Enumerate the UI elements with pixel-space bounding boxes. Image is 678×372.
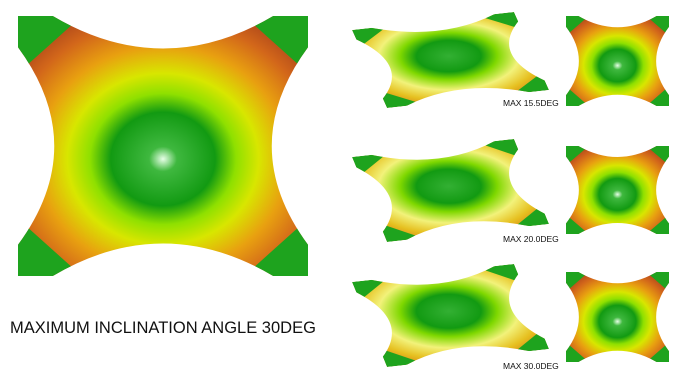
- perspective-surface: [352, 12, 549, 108]
- caption: MAXIMUM INCLINATION ANGLE 30DEG: [10, 319, 316, 337]
- perspective-surface: [352, 139, 549, 242]
- top-view-surface: [566, 16, 669, 106]
- perspective-surface: [352, 264, 549, 367]
- panel-label: MAX 15.5DEG: [503, 98, 559, 108]
- panel-label: MAX 30.0DEG: [503, 361, 559, 371]
- top-view-surface: [566, 146, 669, 234]
- top-view-surface: [566, 272, 669, 362]
- main-surface: [18, 16, 308, 276]
- panel-label: MAX 20.0DEG: [503, 234, 559, 244]
- figure: MAXIMUM INCLINATION ANGLE 30DEG MAX 15.5…: [0, 0, 678, 372]
